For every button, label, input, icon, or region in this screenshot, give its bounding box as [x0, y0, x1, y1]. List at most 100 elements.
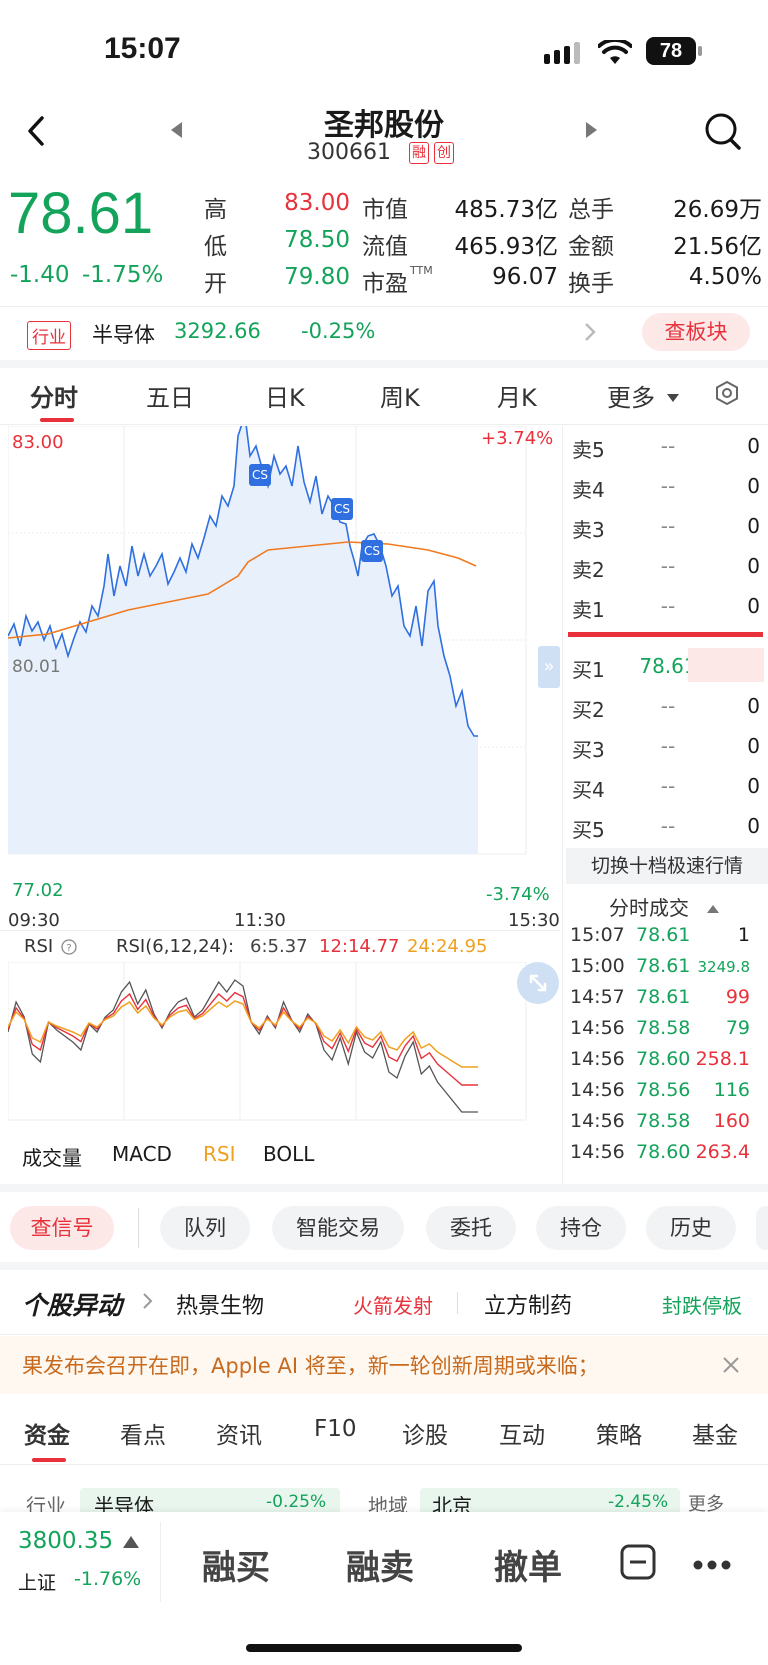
more-icon[interactable]	[692, 1556, 732, 1575]
level-label: 买2	[572, 698, 605, 722]
indicator-volume[interactable]: 成交量	[22, 1146, 82, 1170]
trade-time: 15:07	[570, 924, 625, 946]
industry-value: 3292.66	[174, 319, 261, 343]
signal-marker[interactable]: CS	[361, 540, 383, 562]
level-label: 卖4	[572, 478, 605, 502]
tab-highlights[interactable]: 看点	[120, 1423, 166, 1449]
tab-weekly-k[interactable]: 周K	[380, 384, 420, 412]
level-volume: 0	[747, 474, 760, 498]
queue-button[interactable]: 队列	[160, 1206, 250, 1250]
quote-row: 开 79.80 市盈 TTM 96.07 换手 4.50%	[204, 264, 762, 297]
more-chip[interactable]	[756, 1206, 768, 1250]
tab-five-day[interactable]: 五日	[146, 384, 194, 412]
cancel-order-button[interactable]: 撤单	[494, 1548, 562, 1588]
tab-diagnosis[interactable]: 诊股	[402, 1423, 448, 1449]
switch-depth-button[interactable]: 切换十档极速行情	[566, 848, 768, 884]
triangle-icon	[122, 1534, 140, 1553]
bottom-toolbar: 3800.35 上证 -1.76%	[0, 1512, 768, 1665]
level-volume: 0	[747, 734, 760, 758]
tab-interaction[interactable]: 互动	[499, 1423, 545, 1449]
tab-news[interactable]: 资讯	[216, 1423, 262, 1449]
rsi-chart[interactable]	[8, 962, 560, 1122]
indicator-boll[interactable]: BOLL	[263, 1142, 315, 1166]
ask-row[interactable]: 卖3 -- 0	[568, 506, 768, 546]
price-change: -1.40	[10, 262, 70, 288]
ask-row[interactable]: 卖2 -- 0	[568, 546, 768, 586]
trade-price: 78.61	[636, 955, 691, 977]
average-line	[8, 541, 477, 639]
tab-fund[interactable]: 基金	[692, 1423, 738, 1449]
trade-row: 14:56 78.60 263.4	[570, 1141, 768, 1172]
trades-title[interactable]: 分时成交	[609, 896, 689, 920]
tab-monthly-k[interactable]: 月K	[497, 384, 537, 412]
close-icon[interactable]	[722, 1356, 740, 1378]
tab-f10[interactable]: F10	[314, 1416, 357, 1442]
signal-marker[interactable]: CS	[331, 498, 353, 520]
rsi12-line	[8, 991, 478, 1086]
tab-funds[interactable]: 资金	[24, 1423, 70, 1449]
search-icon[interactable]	[704, 112, 742, 152]
bid-row[interactable]: 买5 -- 0	[568, 806, 768, 846]
level-label: 买5	[572, 818, 605, 842]
fullscreen-button[interactable]	[517, 962, 559, 1004]
trade-time: 14:56	[570, 1017, 625, 1039]
trade-price: 78.58	[636, 1110, 691, 1132]
price-change-pct: -1.75%	[82, 262, 164, 288]
minimize-icon[interactable]	[620, 1544, 656, 1584]
clock: 15:07	[104, 32, 181, 65]
level-label: 买1	[572, 658, 605, 682]
prev-stock-button[interactable]	[168, 120, 184, 140]
signal-marker[interactable]: CS	[249, 464, 271, 486]
bid-row[interactable]: 买3 -- 0	[568, 726, 768, 766]
news-ticker[interactable]: 果发布会召开在即，Apple AI 将至，新一轮创新周期或来临；	[0, 1336, 768, 1394]
bid-row[interactable]: 买2 -- 0	[568, 686, 768, 726]
x-mid-label: 11:30	[234, 910, 286, 931]
stock-header: 圣邦股份 300661 融 创	[0, 100, 768, 180]
stock-name: 圣邦股份	[324, 108, 444, 143]
margin-sell-button[interactable]: 融卖	[346, 1548, 414, 1588]
indicator-macd[interactable]: MACD	[112, 1142, 172, 1166]
trade-row: 14:57 78.61 99	[570, 986, 768, 1017]
settings-icon[interactable]	[714, 380, 740, 410]
ask-row[interactable]: 卖4 -- 0	[568, 466, 768, 506]
stock-code: 300661	[307, 140, 391, 165]
expand-orderbook-button[interactable]: »	[538, 646, 560, 688]
industry-bar[interactable]: 行业 半导体 3292.66 -0.25% 查板块	[0, 306, 768, 358]
trade-row: 15:00 78.61 3249.8	[570, 955, 768, 986]
index-widget[interactable]: 3800.35 上证 -1.76%	[0, 1512, 160, 1612]
tab-more[interactable]: 更多	[607, 384, 655, 412]
level-label: 卖3	[572, 518, 605, 542]
back-button[interactable]	[22, 114, 52, 148]
trade-volume: 1	[737, 924, 750, 946]
indicator-rsi[interactable]: RSI	[203, 1142, 236, 1166]
view-sector-button[interactable]: 查板块	[642, 313, 750, 351]
margin-buy-button[interactable]: 融买	[202, 1548, 270, 1588]
intraday-chart[interactable]	[8, 426, 560, 906]
chart-high-label: 83.00	[12, 432, 64, 453]
smart-trade-button[interactable]: 智能交易	[272, 1206, 404, 1250]
trade-volume: 99	[725, 986, 750, 1008]
tab-intraday[interactable]: 分时	[30, 384, 78, 412]
history-button[interactable]: 历史	[646, 1206, 736, 1250]
trade-row: 14:56 78.58 160	[570, 1110, 768, 1141]
mover-name[interactable]: 立方制药	[484, 1294, 573, 1319]
bid-row[interactable]: 买4 -- 0	[568, 766, 768, 806]
next-stock-button[interactable]	[584, 120, 600, 140]
level-volume: 0	[747, 514, 760, 538]
mover-tag: 火箭发射	[353, 1294, 433, 1318]
orders-button[interactable]: 委托	[426, 1206, 516, 1250]
ask-row[interactable]: 卖1 -- 0	[568, 586, 768, 626]
industry-tag: 行业	[27, 321, 71, 350]
check-signal-button[interactable]: 查信号	[10, 1206, 114, 1250]
divider	[562, 426, 563, 1186]
quote-row: 低 78.50 流值 465.93亿 金额 21.56亿	[204, 227, 762, 260]
trade-price: 78.61	[636, 986, 691, 1008]
trade-price: 78.58	[636, 1017, 691, 1039]
tab-strategy[interactable]: 策略	[596, 1423, 642, 1449]
industry-name: 半导体	[92, 323, 155, 347]
positions-button[interactable]: 持仓	[536, 1206, 626, 1250]
mover-name[interactable]: 热景生物	[176, 1294, 265, 1319]
ask-row[interactable]: 卖5 -- 0	[568, 426, 768, 466]
help-icon[interactable]: ?	[61, 939, 77, 959]
tab-daily-k[interactable]: 日K	[265, 384, 305, 412]
